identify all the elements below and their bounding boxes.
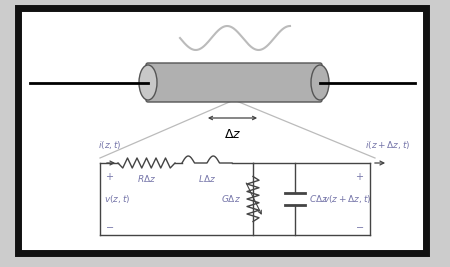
Text: $-$: $-$ [105, 221, 115, 231]
Text: $C\Delta z$: $C\Delta z$ [309, 194, 328, 205]
Text: $+$: $+$ [105, 171, 114, 182]
Text: $v(z + \Delta z, t)$: $v(z + \Delta z, t)$ [323, 193, 371, 205]
Ellipse shape [311, 65, 329, 100]
Text: $L\Delta z$: $L\Delta z$ [198, 173, 216, 184]
FancyBboxPatch shape [146, 63, 322, 102]
Text: $i(z, t)$: $i(z, t)$ [98, 139, 122, 151]
Text: $i(z +\Delta z, t)$: $i(z +\Delta z, t)$ [365, 139, 410, 151]
Text: $-$: $-$ [356, 221, 364, 231]
FancyBboxPatch shape [18, 8, 426, 253]
Text: $R\Delta z$: $R\Delta z$ [137, 173, 156, 184]
Text: $v(z, t)$: $v(z, t)$ [104, 193, 130, 205]
Text: $\Delta z$: $\Delta z$ [224, 128, 241, 141]
Text: $+$: $+$ [356, 171, 364, 182]
Text: $G\Delta z$: $G\Delta z$ [221, 194, 241, 205]
Ellipse shape [139, 65, 157, 100]
